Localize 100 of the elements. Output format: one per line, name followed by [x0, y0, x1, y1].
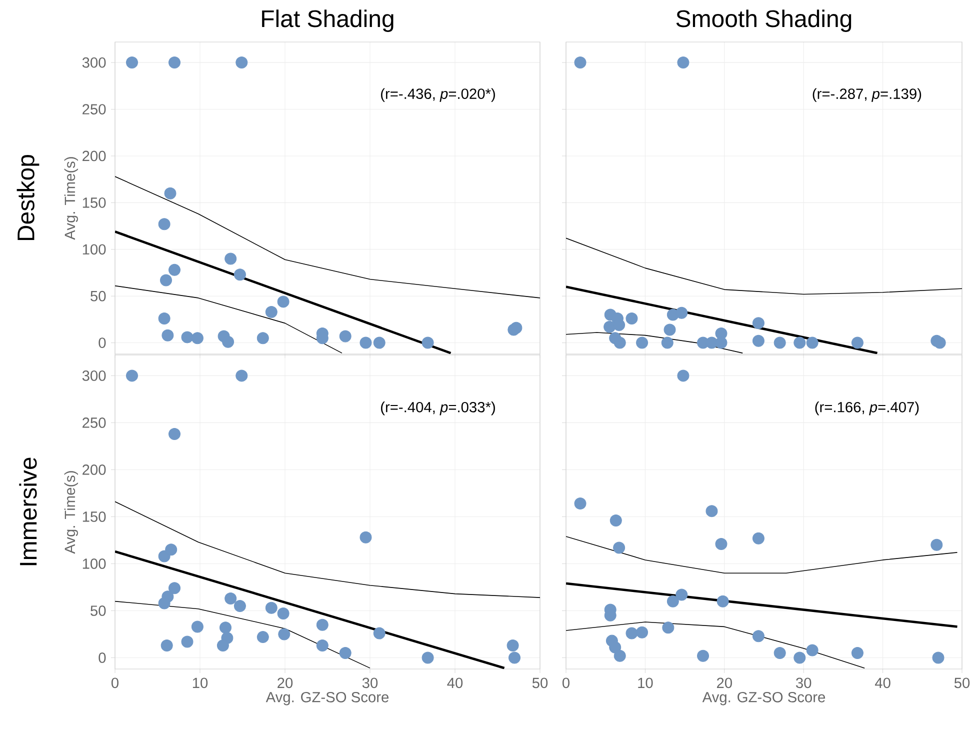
point: [934, 336, 946, 349]
point: [191, 332, 204, 344]
point: [339, 647, 352, 660]
point: [168, 428, 181, 440]
point: [677, 370, 690, 382]
point: [236, 370, 248, 382]
point: [614, 336, 626, 349]
point: [508, 652, 521, 664]
y-tick-label: 50: [90, 290, 106, 302]
point: [697, 650, 710, 662]
chart-title: Flat Shading: [262, 10, 394, 32]
point: [806, 336, 818, 349]
point: [234, 600, 246, 612]
x-tick-label: 20: [278, 678, 293, 688]
point: [162, 329, 174, 342]
point: [636, 626, 648, 638]
point: [676, 306, 688, 319]
point: [224, 252, 237, 265]
y-tick-label: 250: [82, 104, 106, 114]
x-tick-label: 10: [638, 678, 653, 688]
y-tick-label: 100: [82, 558, 106, 569]
point: [168, 582, 181, 594]
text: Immersive: [19, 458, 37, 566]
point: [181, 636, 194, 648]
point: [774, 336, 786, 349]
point: [158, 312, 170, 325]
point: [165, 544, 178, 556]
point: [191, 620, 204, 633]
point: [278, 628, 290, 640]
y-tick-label: 150: [82, 512, 106, 522]
point: [715, 327, 728, 340]
annotation: (r=.166, p=.407): [815, 402, 919, 416]
point: [716, 595, 729, 608]
point: [752, 630, 764, 642]
point: [851, 336, 864, 349]
y-tick-label: 50: [90, 606, 106, 616]
annotation: (r=-.436, p=.020*): [381, 88, 495, 102]
annotation: (r=-.404, p=.033*): [381, 402, 495, 416]
point: [422, 336, 434, 349]
point: [181, 331, 194, 344]
point: [222, 336, 234, 348]
point: [373, 336, 386, 349]
y-tick-label: 150: [82, 198, 106, 208]
point: [715, 538, 728, 550]
point: [422, 652, 434, 664]
point: [236, 56, 248, 69]
point: [224, 592, 237, 605]
point: [220, 622, 232, 634]
point: [636, 336, 648, 349]
y-axis-title: Avg. Time(s): [64, 471, 78, 554]
point: [664, 324, 676, 336]
point: [794, 336, 806, 349]
annotation: (r=-.287, p=.139): [812, 88, 922, 102]
point: [316, 618, 328, 631]
point: [265, 306, 278, 318]
point: [676, 588, 688, 601]
point: [774, 647, 786, 660]
point: [216, 640, 229, 652]
point: [168, 56, 181, 69]
x-tick-label: 30: [796, 678, 812, 688]
point: [609, 641, 622, 654]
point: [661, 336, 674, 349]
x-tick-label: 0: [562, 678, 570, 688]
point: [715, 336, 728, 349]
y-tick-label: 200: [82, 464, 106, 475]
point: [316, 640, 328, 652]
point: [265, 602, 278, 614]
text: Destkop: [16, 155, 40, 240]
line-series: [115, 285, 342, 354]
line-series: [115, 176, 540, 298]
chart-title: Smooth Shading: [676, 10, 852, 32]
point: [574, 498, 586, 510]
point: [126, 370, 138, 382]
point: [126, 56, 138, 69]
y-tick-label: 0: [98, 652, 106, 663]
y-tick-label: 0: [98, 338, 106, 348]
point: [510, 322, 522, 334]
line-series: [115, 600, 370, 668]
point: [234, 268, 246, 281]
x-tick-label: 50: [954, 678, 970, 688]
y-tick-label: 200: [82, 150, 106, 162]
point: [574, 56, 586, 69]
point: [610, 514, 622, 526]
point: [613, 542, 626, 554]
point: [626, 312, 638, 325]
y-tick-label: 100: [82, 244, 106, 255]
point: [666, 595, 679, 608]
point: [339, 330, 352, 342]
point: [360, 531, 372, 544]
point: [160, 274, 172, 286]
point: [160, 640, 173, 652]
x-tick-label: 40: [874, 678, 890, 688]
point: [930, 538, 943, 551]
y-tick-label: 300: [82, 57, 106, 68]
x-tick-label: 20: [716, 678, 732, 688]
point: [158, 218, 170, 230]
point: [752, 532, 764, 544]
x-tick-label: 0: [111, 678, 118, 688]
y-axis-title: Avg. Time(s): [64, 157, 78, 240]
point: [752, 317, 764, 330]
